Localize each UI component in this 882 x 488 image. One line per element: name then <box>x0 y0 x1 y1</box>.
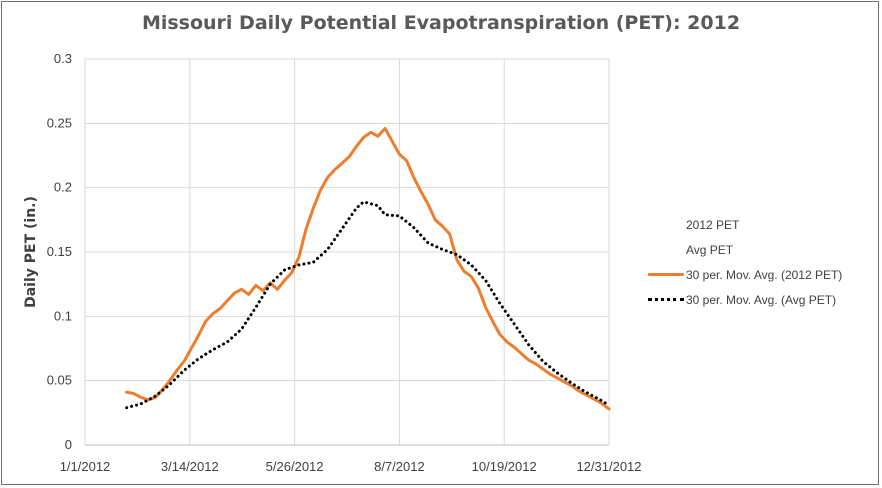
y-tick-label: 0.3 <box>54 51 72 66</box>
x-tick-label: 8/7/2012 <box>374 459 425 474</box>
x-tick-label: 1/1/2012 <box>60 459 111 474</box>
y-tick-label: 0.05 <box>47 373 72 388</box>
legend-label: Avg PET <box>686 242 734 257</box>
y-tick-label: 0.25 <box>47 115 72 130</box>
x-tick-label: 5/26/2012 <box>266 459 324 474</box>
legend-label: 30 per. Mov. Avg. (2012 PET) <box>686 267 843 282</box>
legend-swatch-solid <box>648 273 684 276</box>
y-tick-label: 0.1 <box>54 308 72 323</box>
legend-item-avg-pet: Avg PET <box>648 237 842 262</box>
legend-label: 2012 PET <box>686 217 740 232</box>
legend-item-mov-avg-2012: 30 per. Mov. Avg. (2012 PET) <box>648 262 842 287</box>
series-line-avg-pet-moving-average <box>125 200 611 410</box>
y-tick-label: 0.2 <box>54 180 72 195</box>
x-tick-label: 10/19/2012 <box>472 459 537 474</box>
legend-label: 30 per. Mov. Avg. (Avg PET) <box>686 292 837 307</box>
legend-item-2012-pet: 2012 PET <box>648 212 842 237</box>
y-tick-label: 0.15 <box>47 244 72 259</box>
y-tick-label: 0 <box>65 437 72 452</box>
series-line-2012-pet-moving-average <box>125 126 611 411</box>
legend-item-mov-avg-avg: 30 per. Mov. Avg. (Avg PET) <box>648 287 842 312</box>
x-tick-label: 12/31/2012 <box>576 459 641 474</box>
legend-swatch-dotted <box>648 298 684 301</box>
chart-title: Missouri Daily Potential Evapotranspirat… <box>141 12 741 34</box>
x-tick-label: 3/14/2012 <box>161 459 219 474</box>
legend: 2012 PET Avg PET 30 per. Mov. Avg. (2012… <box>648 212 842 312</box>
